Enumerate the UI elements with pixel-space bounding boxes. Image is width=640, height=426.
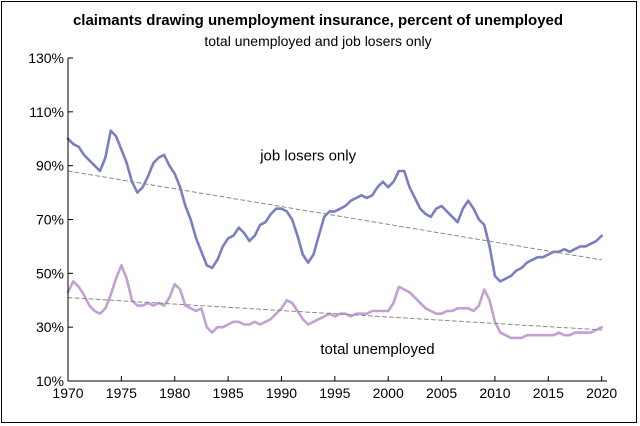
annotation-job-losers-only: job losers only — [259, 147, 356, 164]
annotations: job losers only total unemployed — [259, 147, 434, 358]
x-tick-label: 1985 — [213, 385, 244, 401]
y-tick-label: 130% — [28, 50, 64, 66]
chart-subtitle: total unemployed and job losers only — [204, 33, 431, 49]
x-tick-label: 2020 — [586, 385, 617, 401]
y-tick-label: 110% — [29, 104, 64, 120]
x-tick-label: 1970 — [52, 385, 83, 401]
chart-title: claimants drawing unemployment insurance… — [73, 12, 563, 29]
x-tick-label: 2010 — [479, 385, 510, 401]
x-axis: 1970 1975 1980 1985 1990 1995 2000 2005 2010 2015… — [52, 376, 617, 401]
y-tick-label: 30% — [36, 319, 64, 335]
series-line-job-losers-only — [66, 129, 604, 283]
x-tick-label: 1980 — [159, 385, 190, 401]
trend-line-job-losers — [67, 170, 603, 261]
x-tick-label: 2005 — [426, 385, 457, 401]
plot-area — [66, 129, 604, 340]
annotation-total-unemployed: total unemployed — [320, 341, 434, 358]
x-tick-label: 2015 — [533, 385, 564, 401]
x-tick-label: 1990 — [266, 385, 297, 401]
trend-line-total — [67, 297, 603, 331]
x-tick-label: 2000 — [373, 385, 404, 401]
y-tick-label: 10% — [36, 373, 64, 389]
y-tick-label: 70% — [36, 212, 64, 228]
y-axis: 10% 30% 50% 70% 90% 110% 130% — [28, 50, 73, 389]
x-tick-label: 1975 — [106, 385, 137, 401]
series-line-total-unemployed — [66, 263, 604, 340]
y-tick-label: 50% — [36, 265, 64, 281]
x-tick-label: 1995 — [319, 385, 350, 401]
y-tick-label: 90% — [36, 158, 64, 174]
